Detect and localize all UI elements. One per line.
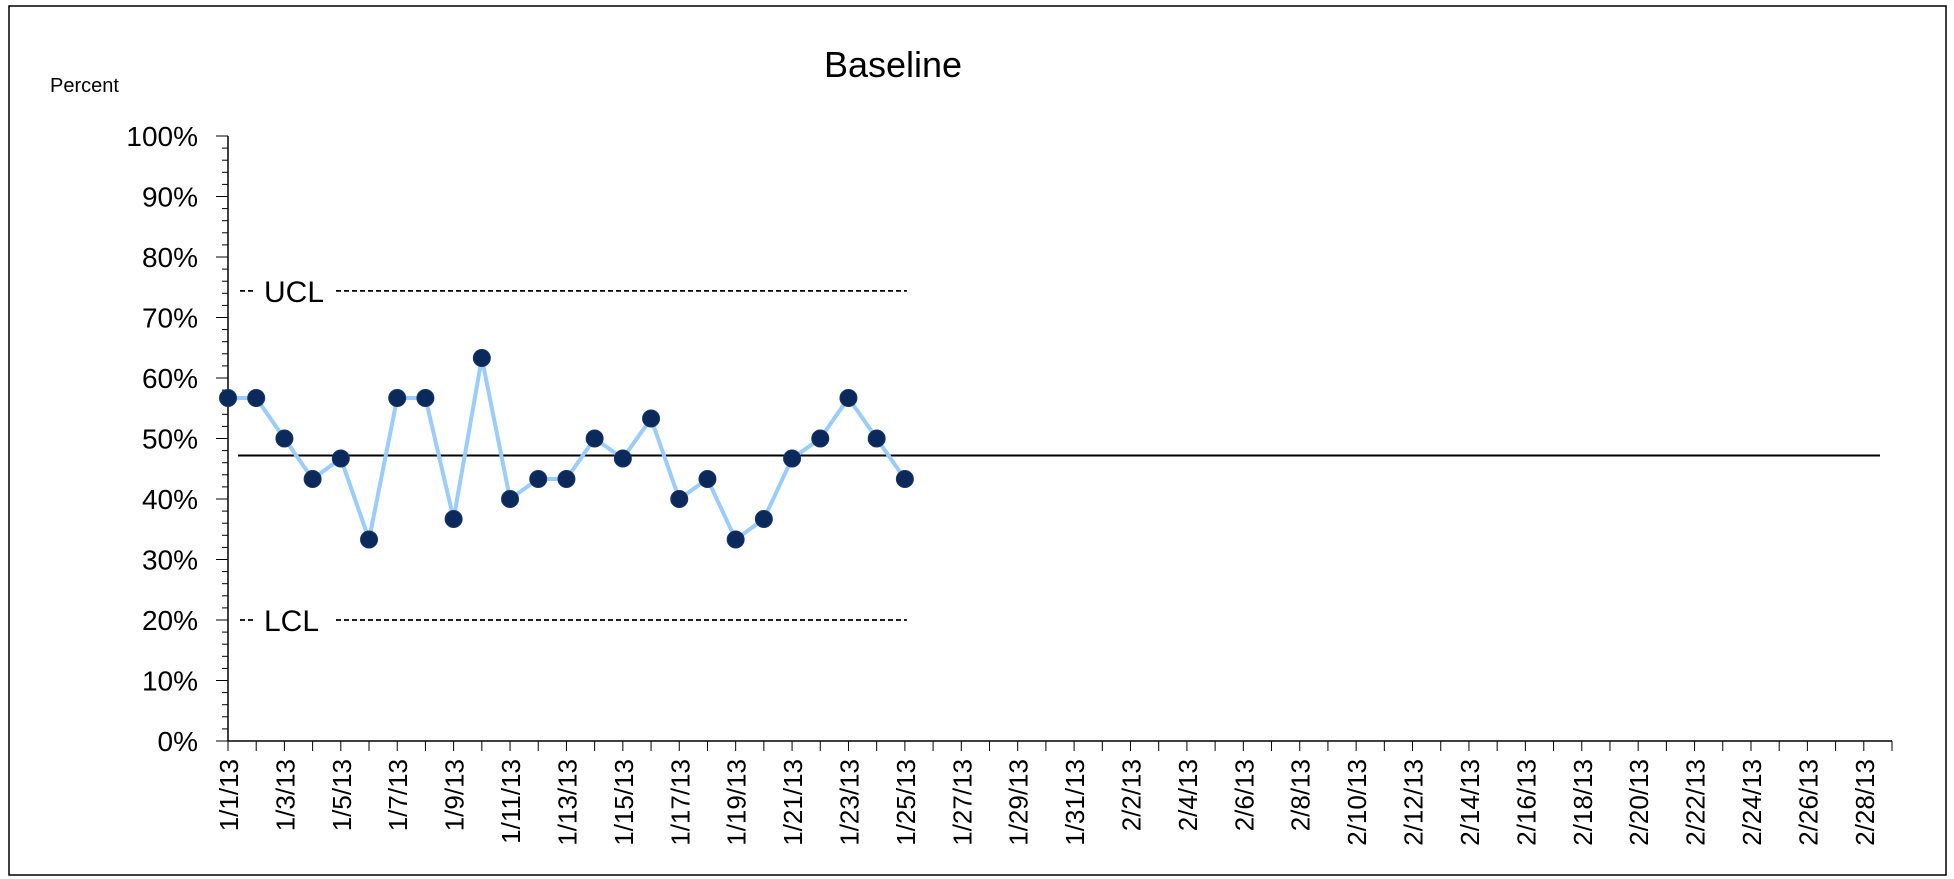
- data-point: [529, 470, 548, 489]
- data-point: [303, 470, 322, 489]
- data-point: [585, 429, 604, 448]
- x-tick-label: 2/10/13: [1342, 759, 1372, 846]
- x-tick-label: 2/6/13: [1229, 759, 1259, 831]
- x-tick-label: 1/17/13: [665, 759, 695, 846]
- y-tick-label: 90%: [142, 182, 198, 213]
- y-tick-label: 30%: [142, 545, 198, 576]
- data-point: [444, 509, 463, 528]
- control-limits: UCL LCL: [238, 276, 1880, 638]
- y-tick-label: 40%: [142, 484, 198, 515]
- x-tick-label: 1/13/13: [552, 759, 582, 846]
- x-tick-label: 2/12/13: [1399, 759, 1429, 846]
- x-tick-label: 2/16/13: [1511, 759, 1541, 846]
- x-tick-label: 1/19/13: [722, 759, 752, 846]
- x-tick-label: 1/1/13: [214, 759, 244, 831]
- axes: 0% 10% 20% 30% 40% 50% 60% 70% 80% 90% 100% 1/1/13 1…: [126, 121, 1893, 846]
- y-tick-label: 100%: [126, 121, 198, 152]
- data-point: [698, 470, 717, 489]
- data-point: [670, 490, 689, 508]
- data-point: [247, 388, 266, 407]
- x-tick-label: 1/5/13: [327, 759, 357, 831]
- y-tick-label: 60%: [142, 363, 198, 394]
- x-tick-label: 2/24/13: [1737, 759, 1767, 846]
- x-tick-label: 1/23/13: [834, 759, 864, 846]
- x-tick-label: 2/4/13: [1173, 759, 1203, 831]
- data-point: [642, 409, 661, 428]
- x-tick-label: 1/27/13: [947, 759, 977, 846]
- x-tick-label: 2/14/13: [1455, 759, 1485, 846]
- x-tick-label: 2/26/13: [1793, 759, 1823, 846]
- data-point: [783, 449, 802, 468]
- data-point: [839, 388, 858, 407]
- ucl-label: UCL: [264, 276, 324, 309]
- x-tick-label: 1/7/13: [383, 759, 413, 831]
- data-point: [472, 349, 491, 368]
- data-point: [613, 449, 632, 468]
- data-point: [416, 388, 435, 407]
- x-tick-label: 2/22/13: [1681, 759, 1711, 846]
- x-tick-label: 1/25/13: [891, 759, 921, 846]
- data-point: [501, 490, 520, 508]
- x-tick-label: 2/2/13: [1117, 759, 1147, 831]
- y-tick-label: 70%: [142, 303, 198, 334]
- data-point: [811, 429, 830, 448]
- x-tick-label: 2/28/13: [1850, 759, 1880, 846]
- x-tick-label: 2/8/13: [1286, 759, 1316, 831]
- x-tick-label: 1/9/13: [440, 759, 470, 831]
- data-point: [331, 449, 350, 468]
- data-point: [895, 470, 914, 489]
- y-tick-label: 10%: [142, 666, 198, 697]
- data-point: [754, 509, 773, 528]
- x-tick-label: 1/11/13: [496, 759, 526, 844]
- data-point: [557, 470, 576, 489]
- y-tick-label: 0%: [158, 726, 198, 757]
- y-axis-label: Percent: [50, 75, 119, 97]
- x-tick-label: 2/20/13: [1624, 759, 1654, 846]
- data-point: [360, 530, 379, 549]
- x-tick-label: 1/31/13: [1060, 759, 1090, 846]
- x-tick-label: 1/3/13: [270, 759, 300, 831]
- chart-title: Baseline: [824, 44, 962, 85]
- lcl-label: LCL: [264, 605, 319, 638]
- data-point: [219, 388, 237, 407]
- y-tick-label: 50%: [142, 424, 198, 455]
- data-point: [726, 530, 745, 549]
- y-tick-label: 80%: [142, 242, 198, 273]
- data-point: [388, 388, 407, 407]
- x-tick-label: 1/29/13: [1004, 759, 1034, 846]
- y-tick-label: 20%: [142, 605, 198, 636]
- x-tick-label: 1/21/13: [778, 759, 808, 846]
- series-layer: [219, 349, 914, 549]
- data-point: [867, 429, 886, 448]
- x-tick-label: 2/18/13: [1568, 759, 1598, 846]
- chart-border: [8, 5, 1947, 876]
- x-tick-label: 1/15/13: [609, 759, 639, 846]
- data-point: [275, 429, 294, 448]
